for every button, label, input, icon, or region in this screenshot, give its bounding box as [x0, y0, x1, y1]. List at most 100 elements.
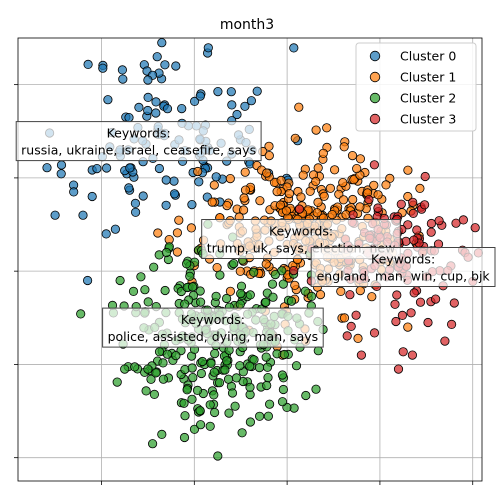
- data-point: [311, 125, 321, 135]
- data-point: [222, 201, 232, 211]
- annotation-keywords: england, man, win, cup, bjk: [317, 268, 491, 283]
- data-point: [222, 356, 232, 366]
- data-point: [261, 259, 271, 269]
- data-point: [151, 97, 161, 107]
- data-point: [171, 61, 181, 71]
- data-point: [381, 180, 391, 190]
- data-point: [172, 247, 182, 257]
- data-point: [103, 95, 113, 105]
- data-point: [240, 185, 251, 195]
- data-point: [98, 63, 108, 73]
- data-point: [369, 180, 379, 190]
- data-point: [192, 385, 203, 395]
- legend-marker-cluster-2: [369, 92, 381, 104]
- data-point: [225, 174, 235, 184]
- data-point: [239, 205, 249, 215]
- data-point: [206, 358, 216, 368]
- data-point: [140, 285, 150, 295]
- data-point: [196, 297, 206, 307]
- data-point: [327, 210, 337, 220]
- data-point: [339, 142, 349, 152]
- data-point: [196, 420, 206, 430]
- data-point: [263, 372, 273, 383]
- data-point: [215, 270, 225, 280]
- data-point: [205, 400, 215, 410]
- data-point: [130, 198, 140, 208]
- data-point: [182, 259, 192, 269]
- data-point: [313, 163, 323, 173]
- series-cluster-2: [76, 219, 328, 461]
- annotation-title: Keywords:: [181, 312, 245, 327]
- data-point: [264, 151, 274, 161]
- data-point: [187, 363, 197, 373]
- data-point: [152, 52, 162, 62]
- data-point: [136, 272, 146, 282]
- legend-label-cluster-1: Cluster 1: [400, 70, 456, 85]
- data-point: [409, 288, 419, 298]
- data-point: [245, 417, 255, 427]
- data-point: [56, 160, 67, 170]
- legend-marker-cluster-0: [369, 50, 381, 62]
- data-point: [110, 224, 121, 234]
- data-point: [393, 364, 404, 374]
- data-point: [240, 101, 250, 111]
- data-point: [239, 193, 249, 203]
- data-point: [56, 169, 66, 179]
- data-point: [179, 398, 189, 408]
- keyword-annotation-3: Keywords: police, assisted, dying, man, s…: [102, 307, 324, 348]
- data-point: [190, 96, 200, 107]
- data-point: [143, 364, 153, 374]
- data-point: [322, 123, 332, 133]
- data-point: [408, 208, 418, 218]
- data-point: [249, 267, 259, 277]
- data-point: [42, 163, 52, 173]
- data-point: [69, 187, 79, 197]
- data-point: [255, 196, 265, 206]
- data-point: [373, 203, 383, 213]
- data-point: [162, 104, 173, 114]
- data-point: [187, 200, 197, 210]
- data-point: [232, 109, 242, 120]
- data-point: [148, 439, 158, 449]
- data-point: [420, 171, 430, 182]
- data-point: [153, 228, 163, 238]
- data-point: [294, 102, 304, 112]
- data-point: [223, 374, 234, 384]
- data-point: [262, 380, 272, 391]
- data-point: [172, 228, 182, 238]
- data-point: [446, 319, 457, 329]
- data-point: [415, 297, 426, 307]
- data-point: [255, 411, 265, 421]
- data-point: [276, 175, 286, 185]
- data-point: [398, 347, 408, 357]
- data-point: [261, 297, 271, 307]
- data-point: [161, 200, 171, 210]
- data-point: [180, 299, 190, 309]
- data-point: [458, 215, 468, 225]
- data-point: [101, 229, 111, 239]
- data-point: [224, 408, 234, 418]
- data-point: [149, 262, 159, 272]
- data-point: [143, 75, 153, 85]
- data-point: [240, 167, 250, 177]
- data-point: [196, 368, 206, 379]
- data-point: [351, 310, 361, 320]
- data-point: [369, 160, 379, 170]
- data-point: [407, 350, 417, 360]
- data-point: [186, 223, 196, 233]
- legend-marker-cluster-1: [369, 71, 381, 83]
- data-point: [325, 183, 335, 193]
- data-point: [138, 191, 148, 201]
- data-point: [355, 285, 365, 296]
- data-point: [209, 390, 219, 400]
- data-point: [245, 361, 255, 371]
- data-point: [279, 349, 289, 360]
- data-point: [296, 192, 306, 202]
- data-point: [227, 100, 237, 110]
- data-point: [143, 297, 153, 307]
- data-point: [245, 290, 255, 300]
- data-point: [188, 282, 198, 292]
- data-point: [306, 291, 317, 301]
- data-point: [270, 269, 280, 280]
